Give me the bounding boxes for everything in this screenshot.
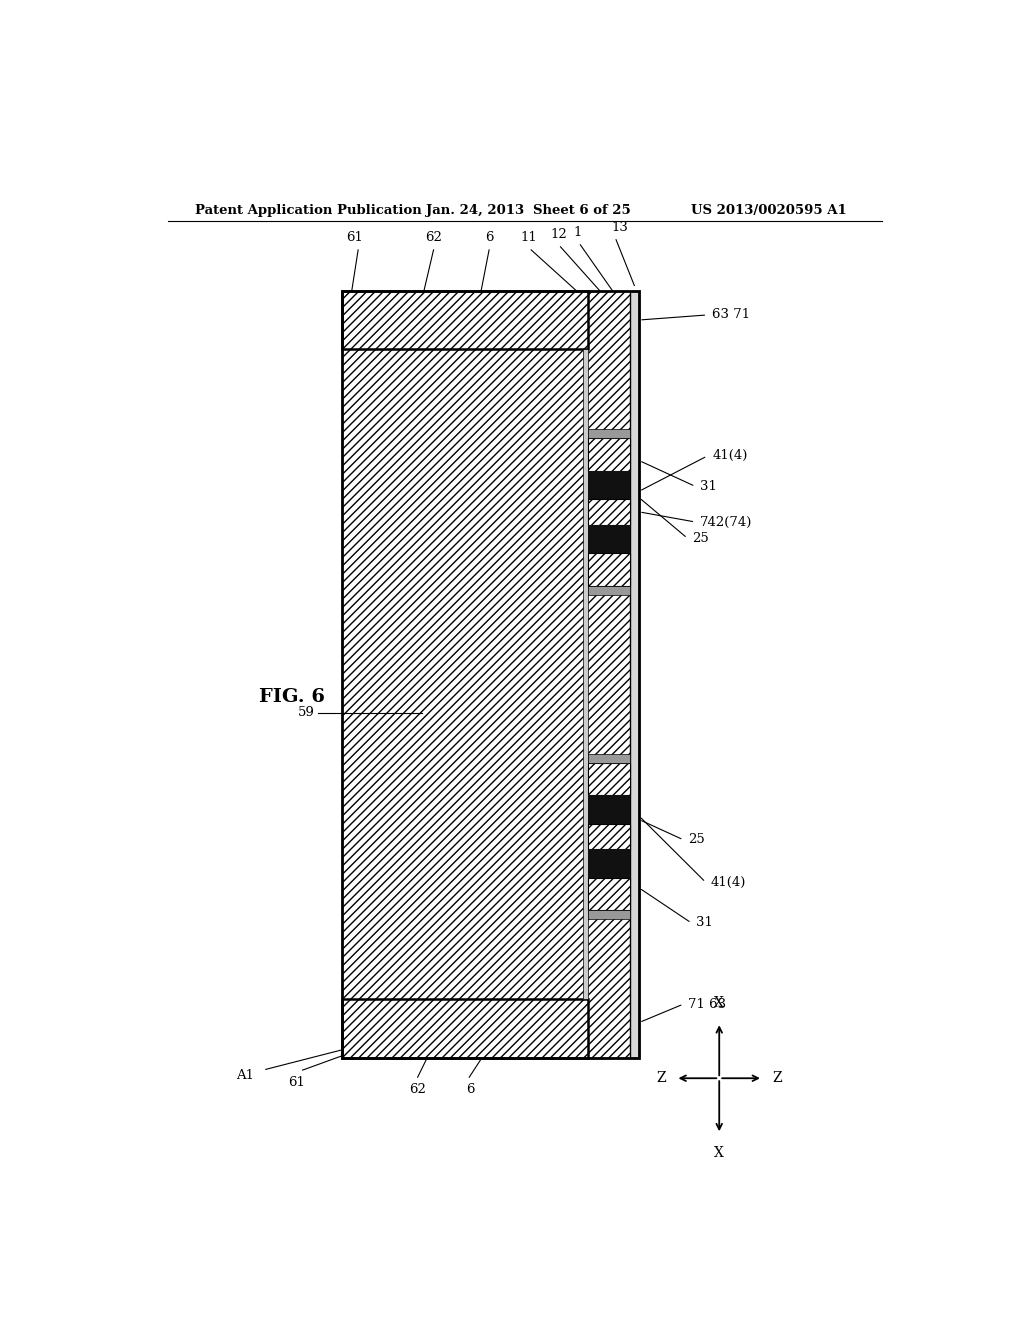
Text: Patent Application Publication: Patent Application Publication xyxy=(196,205,422,216)
Bar xyxy=(588,824,630,849)
Bar xyxy=(588,796,630,824)
Bar xyxy=(588,438,630,471)
Bar xyxy=(588,290,630,350)
Text: 13: 13 xyxy=(611,220,629,234)
Bar xyxy=(588,763,630,796)
Bar xyxy=(588,499,630,524)
Text: Jan. 24, 2013: Jan. 24, 2013 xyxy=(426,205,523,216)
Text: 6: 6 xyxy=(484,231,494,244)
Bar xyxy=(342,290,589,1057)
Bar xyxy=(588,471,630,499)
Text: X: X xyxy=(715,1146,724,1160)
Text: Z: Z xyxy=(772,1072,782,1085)
Text: 62: 62 xyxy=(410,1084,426,1097)
Text: X: X xyxy=(715,997,724,1010)
Bar xyxy=(588,499,630,524)
Text: 59: 59 xyxy=(298,706,314,719)
Bar xyxy=(588,350,630,999)
Bar xyxy=(588,878,630,911)
Bar xyxy=(588,438,630,471)
Text: Z: Z xyxy=(656,1072,666,1085)
Text: FIG. 6: FIG. 6 xyxy=(259,688,325,706)
Bar xyxy=(588,763,630,796)
Bar xyxy=(588,524,630,553)
Bar xyxy=(588,911,630,920)
Bar xyxy=(342,999,589,1057)
Text: 25: 25 xyxy=(688,833,706,846)
Text: 11: 11 xyxy=(520,231,538,244)
Bar xyxy=(588,754,630,763)
Bar xyxy=(583,350,588,999)
Text: US 2013/0020595 A1: US 2013/0020595 A1 xyxy=(691,205,847,216)
Text: 31: 31 xyxy=(696,916,713,929)
Bar xyxy=(588,553,630,586)
Bar xyxy=(588,999,630,1057)
Bar xyxy=(342,290,639,1057)
Bar xyxy=(588,429,630,438)
Bar xyxy=(588,290,630,1057)
Bar xyxy=(588,999,630,1057)
Bar xyxy=(588,290,630,350)
Text: 12: 12 xyxy=(551,228,567,240)
Bar xyxy=(630,290,639,1057)
Bar xyxy=(588,553,630,586)
Text: 1: 1 xyxy=(573,226,583,239)
Text: 6: 6 xyxy=(467,1084,475,1097)
Text: 41(4): 41(4) xyxy=(711,876,745,888)
Bar xyxy=(342,290,589,350)
Text: 61: 61 xyxy=(346,231,362,244)
Bar xyxy=(588,350,630,999)
Bar xyxy=(342,290,589,350)
Bar xyxy=(342,290,589,350)
Bar xyxy=(588,586,630,595)
Bar xyxy=(342,290,589,1057)
Text: A1: A1 xyxy=(237,1069,254,1081)
Text: 71 63: 71 63 xyxy=(688,998,726,1011)
Text: 41(4): 41(4) xyxy=(712,449,748,462)
Text: 31: 31 xyxy=(700,480,717,492)
Bar xyxy=(342,999,589,1057)
Text: 63 71: 63 71 xyxy=(712,309,751,322)
Text: 62: 62 xyxy=(425,231,442,244)
Bar xyxy=(588,849,630,878)
Text: 742(74): 742(74) xyxy=(700,516,753,528)
Bar xyxy=(588,824,630,849)
Bar xyxy=(588,878,630,911)
Text: Sheet 6 of 25: Sheet 6 of 25 xyxy=(532,205,631,216)
Text: 25: 25 xyxy=(692,532,709,545)
Bar xyxy=(342,999,589,1057)
Text: 61: 61 xyxy=(289,1076,305,1089)
